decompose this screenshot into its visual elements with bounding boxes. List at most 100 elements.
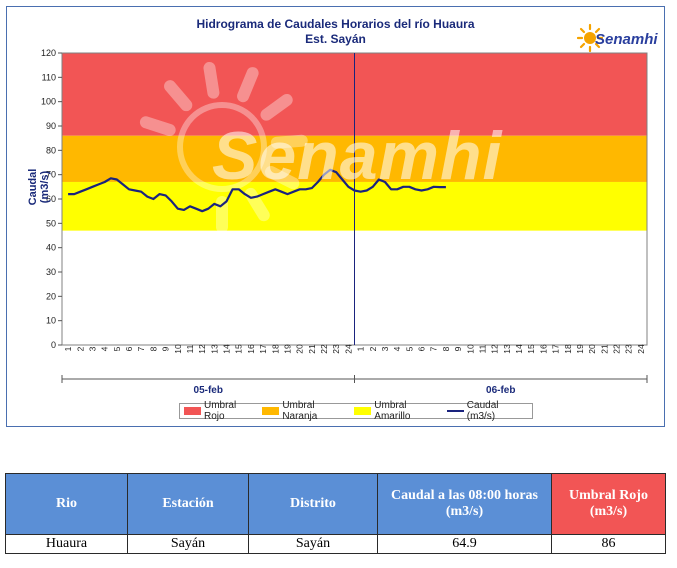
x-tick-label: 19 — [575, 344, 585, 354]
x-tick-label: 6 — [124, 346, 134, 351]
caudal-series-line — [68, 168, 446, 213]
x-tick-label: 14 — [514, 344, 524, 354]
x-tick-label: 13 — [209, 344, 219, 354]
data-table: Rio Estación Distrito Caudal a las 08:00… — [5, 473, 666, 554]
x-tick-label: 2 — [368, 346, 378, 351]
x-tick-label: 21 — [307, 344, 317, 354]
header-caudal: Caudal a las 08:00 horas (m3/s) — [377, 473, 552, 535]
cell-rio: Huaura — [5, 534, 128, 554]
x-tick-label: 5 — [404, 346, 414, 351]
x-tick-label: 18 — [563, 344, 573, 354]
legend-item-amarillo: Umbral Amarillo — [354, 400, 441, 422]
day-label: 05-feb — [194, 385, 223, 396]
senamhi-logo: Senamhi — [577, 21, 658, 55]
header-distrito: Distrito — [248, 473, 378, 535]
legend-swatch-amarillo — [354, 407, 372, 415]
x-tick-label: 15 — [234, 344, 244, 354]
y-tick-label: 90 — [46, 121, 56, 131]
x-tick-label: 7 — [429, 346, 439, 351]
sun-watermark-ray — [203, 61, 220, 99]
sun-watermark-ray — [237, 67, 259, 103]
sun-icon — [577, 23, 603, 53]
sun-watermark-ray — [270, 134, 308, 149]
y-tick-label: 120 — [41, 48, 56, 58]
x-tick-label: 22 — [319, 344, 329, 354]
day-label: 06-feb — [486, 385, 515, 396]
x-tick-label: 22 — [612, 344, 622, 354]
y-tick-label: 30 — [46, 267, 56, 277]
legend: Umbral Rojo Umbral Naranja Umbral Amaril… — [179, 400, 533, 422]
sun-watermark-ray — [139, 116, 176, 137]
table-row: Huaura Sayán Sayán 64.9 86 — [5, 534, 666, 554]
legend-label-amarillo: Umbral Amarillo — [374, 400, 411, 422]
logo-text: Senamhi — [595, 31, 658, 48]
chart-frame: Hidrograma de Caudales Horarios del río … — [6, 6, 665, 427]
x-tick-label: 17 — [551, 344, 561, 354]
x-tick-label: 14 — [222, 344, 232, 354]
x-tick-label: 9 — [453, 346, 463, 351]
x-tick-label: 21 — [599, 344, 609, 354]
sun-watermark-ray — [260, 93, 293, 121]
chart-title: Hidrograma de Caudales Horarios del río … — [196, 17, 475, 31]
x-tick-label: 2 — [75, 346, 85, 351]
x-tick-label: 17 — [258, 344, 268, 354]
x-tick-label: 6 — [417, 346, 427, 351]
y-tick-label: 80 — [46, 145, 56, 155]
x-tick-label: 8 — [441, 346, 451, 351]
x-tick-label: 20 — [587, 344, 597, 354]
cell-caudal: 64.9 — [377, 534, 552, 554]
x-tick-label: 3 — [380, 346, 390, 351]
header-umbral-rojo: Umbral Rojo (m3/s) — [551, 473, 666, 535]
x-tick-label: 1 — [356, 346, 366, 351]
legend-item-caudal: Caudal (m3/s) — [446, 400, 526, 422]
y-tick-label: 20 — [46, 291, 56, 301]
y-tick-label: 70 — [46, 170, 56, 180]
x-tick-label: 19 — [282, 344, 292, 354]
legend-swatch-rojo — [184, 407, 201, 415]
cell-distrito: Sayán — [248, 534, 378, 554]
legend-label-naranja: Umbral Naranja — [282, 400, 318, 422]
y-tick-label: 50 — [46, 218, 56, 228]
x-tick-label: 18 — [270, 344, 280, 354]
x-tick-label: 23 — [624, 344, 634, 354]
y-tick-label: 0 — [51, 340, 56, 350]
x-tick-label: 10 — [173, 344, 183, 354]
x-tick-label: 16 — [246, 344, 256, 354]
x-tick-label: 12 — [490, 344, 500, 354]
sun-watermark-ray — [164, 80, 193, 112]
chart-subtitle: Est. Sayán — [305, 32, 366, 46]
header-rio: Rio — [5, 473, 128, 535]
legend-label-caudal: Caudal (m3/s) — [466, 400, 499, 422]
y-tick-label: 110 — [42, 72, 56, 82]
y-tick-label: 40 — [46, 243, 56, 253]
x-tick-label: 7 — [136, 346, 146, 351]
sun-watermark-icon — [177, 102, 267, 192]
cell-estacion: Sayán — [127, 534, 249, 554]
sun-watermark-ray — [265, 165, 300, 190]
table-header-row: Rio Estación Distrito Caudal a las 08:00… — [5, 473, 666, 535]
x-tick-label: 4 — [100, 346, 110, 351]
x-tick-label: 4 — [392, 346, 402, 351]
legend-label-rojo: Umbral Rojo — [203, 400, 237, 422]
x-tick-label: 12 — [197, 344, 207, 354]
x-tick-label: 23 — [331, 344, 341, 354]
y-tick-label: 100 — [41, 97, 56, 107]
x-tick-label: 5 — [112, 346, 122, 351]
x-tick-label: 16 — [538, 344, 548, 354]
cell-umbral-rojo: 86 — [551, 534, 666, 554]
x-tick-label: 3 — [87, 346, 97, 351]
legend-line-caudal — [446, 410, 464, 412]
x-tick-label: 15 — [526, 344, 536, 354]
y-tick-label: 60 — [46, 194, 56, 204]
x-tick-label: 8 — [148, 346, 158, 351]
header-estacion: Estación — [127, 473, 249, 535]
y-tick-label: 10 — [46, 316, 56, 326]
x-tick-label: 9 — [161, 346, 171, 351]
x-tick-label: 24 — [636, 344, 646, 354]
x-tick-label: 10 — [465, 344, 475, 354]
x-tick-label: 20 — [295, 344, 305, 354]
y-axis-label: Caudal (m3/s) — [27, 168, 51, 206]
x-tick-label: 11 — [477, 344, 487, 353]
legend-item-rojo: Umbral Rojo — [184, 400, 256, 422]
